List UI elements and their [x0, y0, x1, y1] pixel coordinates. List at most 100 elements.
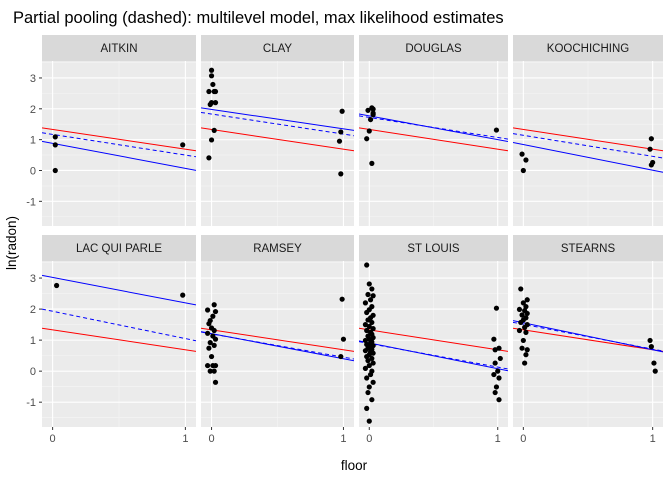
data-point [496, 375, 502, 381]
panel-content [359, 61, 508, 226]
partial-pooling-line [42, 308, 196, 342]
data-point [52, 142, 58, 148]
panel-content [201, 61, 354, 226]
data-point [370, 106, 376, 112]
data-point [366, 384, 372, 390]
data-point [364, 327, 370, 334]
facet-strip-label: LAC QUI PARLE [76, 243, 162, 255]
x-axis-ticks: 0 1 0 1 0 1 0 1 [50, 427, 656, 445]
data-point [367, 116, 374, 123]
data-point [519, 312, 525, 318]
facet-douglas: DOUGLAS [359, 35, 508, 226]
y-tick-label: 0 [30, 366, 36, 378]
facet-aitkin: AITKIN [42, 35, 196, 226]
data-point [367, 297, 374, 303]
partial-pooling-line [201, 111, 354, 137]
panel-content [42, 261, 196, 427]
data-point [364, 309, 370, 316]
data-point [365, 107, 371, 113]
data-point [362, 348, 369, 354]
data-point [522, 324, 528, 330]
data-point [648, 162, 654, 168]
facet-strip [201, 35, 354, 61]
data-point [207, 101, 213, 108]
data-point [211, 127, 217, 133]
facet-strip [359, 235, 508, 261]
data-point [362, 337, 369, 344]
data-point [338, 171, 344, 177]
data-point [648, 136, 654, 142]
data-point [524, 310, 530, 317]
facet-strip [513, 235, 663, 261]
y-tick-label: 1 [30, 335, 36, 347]
data-point [364, 405, 370, 411]
data-point [364, 262, 370, 268]
data-point [206, 155, 212, 161]
facet-strip [513, 35, 663, 61]
x-tick-label: 1 [340, 433, 346, 445]
facet-panels: AITKIN CLAY DOUGLAS KOOCHICHING LAC QUI PARL… [42, 35, 663, 427]
data-point [206, 321, 212, 327]
y-tick-label: -1 [26, 397, 36, 409]
data-point [208, 73, 215, 79]
data-point [493, 305, 500, 311]
partial-pooling-line [201, 331, 354, 360]
data-point [207, 368, 213, 374]
x-tick-label: 0 [50, 433, 56, 445]
data-point [520, 167, 526, 174]
data-point [338, 353, 344, 360]
data-point [523, 352, 529, 358]
partial-pooling-line [513, 133, 663, 159]
data-point [519, 345, 525, 351]
data-point [365, 291, 371, 298]
complete-pooling-line [42, 327, 196, 352]
data-point [523, 304, 529, 310]
data-point [495, 368, 501, 374]
data-point [339, 108, 345, 114]
partial-pooling-line [42, 132, 196, 158]
facet-strip [42, 35, 196, 61]
data-point [652, 368, 658, 374]
data-point [493, 384, 500, 390]
panel-content [513, 261, 663, 427]
data-point [491, 336, 497, 342]
x-tick-label: 1 [182, 433, 188, 445]
y-tick-label: 0 [30, 165, 36, 177]
y-tick-label: 3 [30, 273, 36, 285]
data-point [206, 88, 212, 95]
data-point [520, 337, 526, 344]
facet-strip-label: ST LOUIS [407, 243, 460, 255]
x-tick-label: 0 [520, 433, 526, 445]
facet-strip [359, 35, 508, 61]
data-point [492, 360, 498, 366]
data-point [516, 327, 523, 334]
data-point [496, 397, 502, 403]
y-tick-label: 2 [30, 304, 36, 316]
data-point [211, 368, 217, 374]
data-point [524, 347, 530, 353]
data-point [208, 137, 215, 143]
x-tick-label: 0 [366, 433, 372, 445]
y-tick-label: 2 [30, 104, 36, 116]
data-point [364, 353, 370, 360]
data-point [370, 326, 376, 332]
facet-strip-label: DOUGLAS [405, 43, 462, 55]
partial-pooling-line [359, 341, 508, 370]
no-pooling-line [201, 331, 354, 362]
data-point [208, 353, 215, 360]
data-point [211, 342, 217, 348]
data-point [369, 286, 375, 292]
data-point [54, 282, 60, 289]
data-point [366, 281, 372, 287]
data-point [518, 286, 524, 292]
data-point [516, 306, 523, 313]
data-point [338, 129, 344, 135]
panel-content [42, 61, 196, 226]
data-point [211, 327, 217, 334]
facet-strip-label: AITKIN [100, 43, 137, 55]
data-point [519, 151, 525, 157]
facet-strip-label: CLAY [263, 43, 293, 55]
data-point [212, 88, 219, 95]
data-point [651, 360, 657, 366]
